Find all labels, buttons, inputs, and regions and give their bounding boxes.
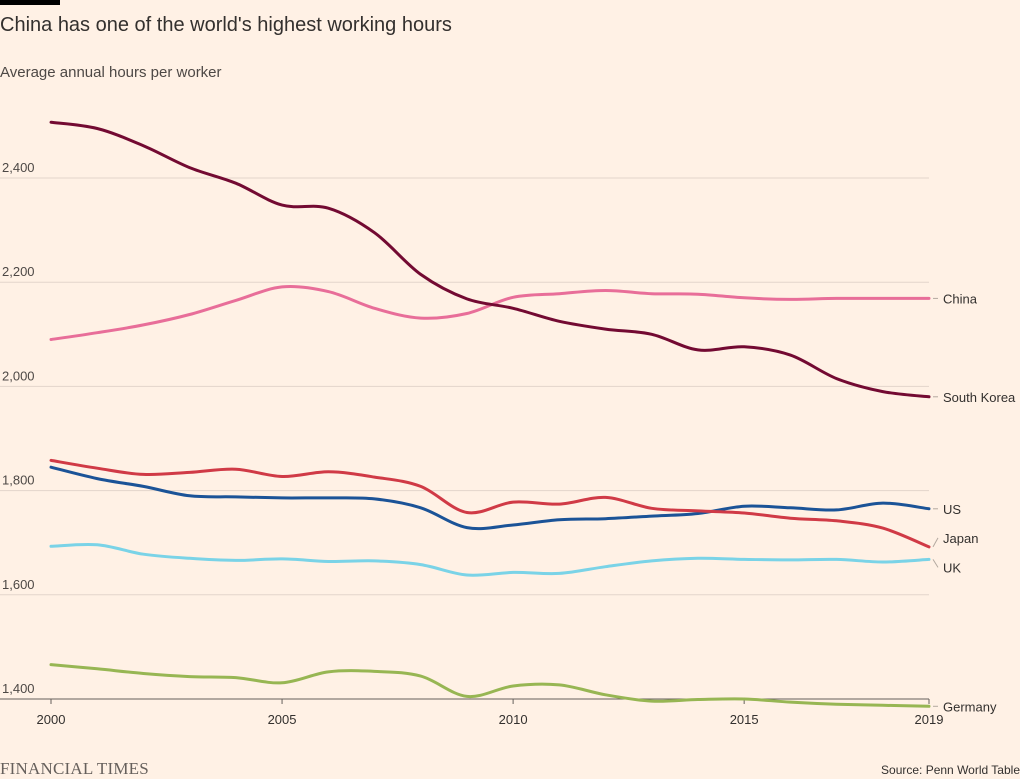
chart-subtitle: Average annual hours per worker <box>0 64 222 81</box>
y-tick-label: 1,400 <box>2 681 35 696</box>
y-tick-label: 2,200 <box>2 264 35 279</box>
y-tick-label: 1,600 <box>2 577 35 592</box>
brand-bar <box>0 0 60 5</box>
x-axis: 2000 2005 2010 2015 2019 <box>37 699 944 727</box>
x-tick-label: 2000 <box>37 712 66 727</box>
y-tick-label: 2,400 <box>2 160 35 175</box>
x-tick-label: 2015 <box>730 712 759 727</box>
y-tick-label: 2,000 <box>2 368 35 383</box>
series-line-germany <box>49 663 931 708</box>
end-label-us: US <box>943 502 961 517</box>
series-lines <box>49 120 931 708</box>
series-end-labels: China South Korea US Japan UK Germany <box>932 291 1016 714</box>
series-line-japan <box>49 458 931 549</box>
series-line-china <box>49 284 931 341</box>
ft-logo: FINANCIAL TIMES <box>0 759 149 778</box>
x-tick-label: 2010 <box>499 712 528 727</box>
source-note: Source: Penn World Table <box>881 763 1020 777</box>
x-tick-label: 2005 <box>268 712 297 727</box>
series-line-uk <box>49 542 931 577</box>
series-line-us <box>49 465 931 531</box>
x-tick-label: 2019 <box>915 712 944 727</box>
series-line-south-korea <box>49 120 931 399</box>
gridlines <box>0 177 929 700</box>
chart-title: China has one of the world's highest wor… <box>0 14 452 36</box>
y-axis-ticks: 1,400 1,600 1,800 2,000 2,200 2,400 <box>2 160 35 696</box>
end-label-japan: Japan <box>943 531 978 546</box>
y-tick-label: 1,800 <box>2 473 35 488</box>
end-label-south-korea: South Korea <box>943 390 1016 405</box>
label-connector-japan <box>932 537 939 548</box>
end-label-china: China <box>943 291 978 306</box>
end-label-germany: Germany <box>943 699 997 714</box>
label-connector-uk <box>932 559 939 568</box>
end-label-uk: UK <box>943 560 961 575</box>
